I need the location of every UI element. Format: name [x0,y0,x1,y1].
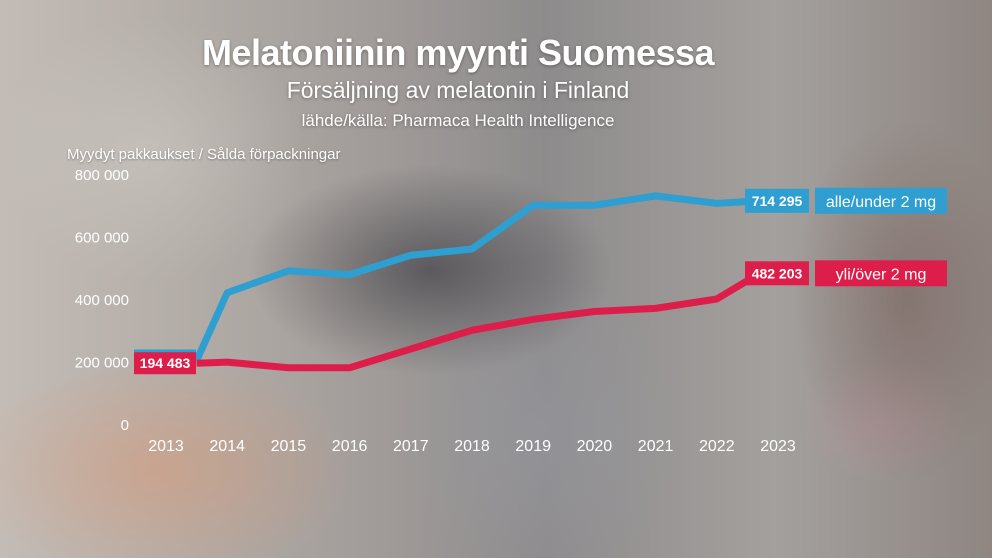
x-tick-label: 2021 [638,438,674,455]
x-tick-label: 2022 [699,438,735,455]
series-end-value: 482 203 [752,265,803,281]
legend-entry-label: alle/under 2 mg [826,194,936,211]
y-tick-label: 600 000 [75,230,129,247]
legend-entry-box [815,187,947,214]
chart-source: lähde/källa: Pharmaca Health Intelligenc… [301,111,615,130]
y-tick-label: 0 [121,417,129,434]
y-tick-label: 200 000 [75,355,129,372]
chart-title: Melatoniinin myynti Suomessa [201,32,715,73]
y-tick-label: 800 000 [75,167,129,184]
series-end-label: 714 295 [745,188,809,213]
legend-entry: alle/under 2 mg [815,187,947,214]
x-tick-label: 2014 [209,438,245,455]
series-start-value: 194 483 [140,355,191,371]
y-tick-label: 400 000 [75,292,129,309]
legend-entry-box [815,260,947,287]
series-end-value: 714 295 [752,193,803,209]
series-start-label: 194 483 [134,352,196,375]
series-start-label-box [134,352,196,375]
x-tick-label: 2023 [760,438,796,455]
x-tick-label: 2016 [332,438,368,455]
y-axis-label: Myydyt pakkaukset / Sålda förpackningar [67,146,341,163]
x-tick-label: 2020 [577,438,613,455]
x-tick-label: 2019 [515,438,551,455]
x-tick-label: 2015 [271,438,307,455]
series-end-label-box [745,188,809,213]
series-end-label: 482 203 [745,261,809,286]
legend-entry-label: yli/över 2 mg [836,266,927,283]
x-tick-label: 2017 [393,438,429,455]
legend-entry: yli/över 2 mg [815,260,947,287]
chart-subtitle: Försäljning av melatonin i Finland [286,77,630,103]
x-tick-label: 2018 [454,438,490,455]
x-tick-label: 2013 [148,438,184,455]
series-line [193,192,760,362]
series-line [196,270,762,372]
series-end-label-box [745,261,809,286]
